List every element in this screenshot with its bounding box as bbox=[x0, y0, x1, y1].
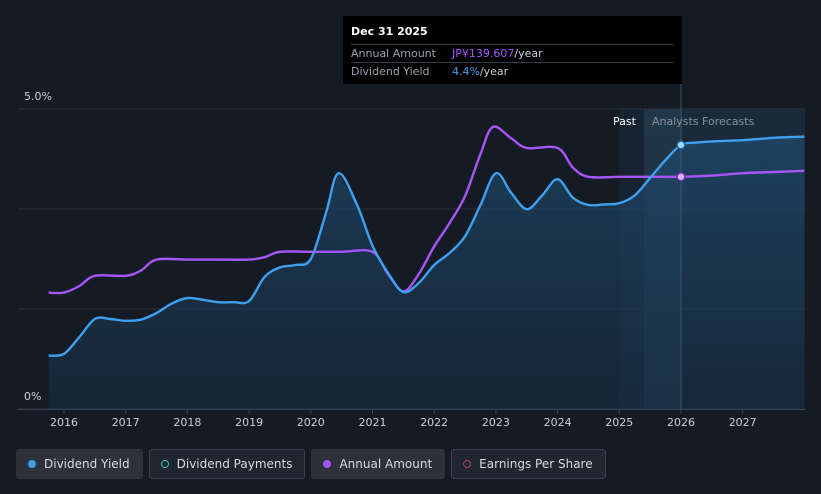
tooltip-value: 4.4% bbox=[452, 65, 480, 78]
legend-circle-icon bbox=[463, 460, 472, 468]
tooltip-row-annual-amount: Annual Amount JP¥139.607 /year bbox=[351, 44, 674, 62]
legend-label: Earnings Per Share bbox=[479, 457, 593, 471]
chart-legend: Dividend Yield Dividend Payments Annual … bbox=[16, 449, 606, 479]
past-label: Past bbox=[613, 115, 637, 128]
x-tick-label: 2027 bbox=[729, 416, 757, 429]
legend-label: Dividend Payments bbox=[176, 457, 293, 471]
x-tick-label: 2022 bbox=[420, 416, 448, 429]
annual-amount-line bbox=[48, 125, 805, 295]
x-tick-label: 2021 bbox=[359, 416, 387, 429]
x-tick-label: 2018 bbox=[173, 416, 201, 429]
x-tick-label: 2025 bbox=[605, 416, 633, 429]
legend-label: Annual Amount bbox=[339, 457, 433, 471]
x-tick-label: 2023 bbox=[482, 416, 510, 429]
tooltip-unit: /year bbox=[479, 65, 509, 78]
dividend-yield-line bbox=[48, 135, 805, 357]
x-tick-label: 2017 bbox=[112, 416, 140, 429]
x-tick-label: 2019 bbox=[235, 416, 263, 429]
x-tick-label: 2026 bbox=[667, 416, 695, 429]
legend-dot-icon bbox=[28, 460, 36, 468]
tooltip-label: Annual Amount bbox=[351, 47, 436, 60]
chart-tooltip: Dec 31 2025 Annual Amount JP¥139.607 /ye… bbox=[343, 16, 682, 84]
legend-annual-amount[interactable]: Annual Amount bbox=[311, 449, 446, 479]
legend-label: Dividend Yield bbox=[44, 457, 130, 471]
tooltip-unit: /year bbox=[514, 47, 543, 60]
legend-earnings-per-share[interactable]: Earnings Per Share bbox=[451, 449, 606, 479]
legend-circle-icon bbox=[160, 460, 169, 468]
y-tick-label: 0% bbox=[24, 390, 41, 403]
y-tick-label: 5.0% bbox=[24, 90, 52, 103]
x-tick-label: 2020 bbox=[297, 416, 325, 429]
legend-dividend-yield[interactable]: Dividend Yield bbox=[16, 449, 143, 479]
legend-dividend-payments[interactable]: Dividend Payments bbox=[148, 449, 306, 479]
x-tick-label: 2016 bbox=[50, 416, 78, 429]
dividend-yield-point bbox=[676, 140, 686, 150]
tooltip-value: JP¥139.607 bbox=[452, 47, 515, 60]
tooltip-date: Dec 31 2025 bbox=[351, 25, 428, 38]
forecast-label: Analysts Forecasts bbox=[652, 115, 755, 128]
tooltip-label: Dividend Yield bbox=[351, 65, 430, 78]
legend-dot-icon bbox=[323, 460, 332, 468]
x-tick-label: 2024 bbox=[544, 416, 572, 429]
tooltip-row-dividend-yield: Dividend Yield 4.4% /year bbox=[351, 62, 674, 80]
annual-amount-point bbox=[676, 172, 686, 182]
